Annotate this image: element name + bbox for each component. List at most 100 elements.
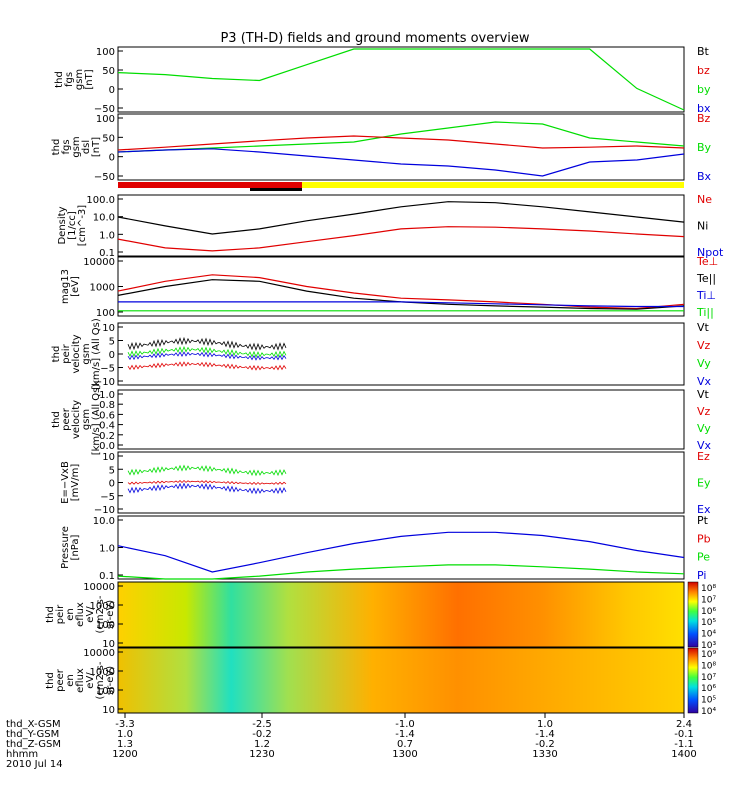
y-tick-label: 50	[102, 133, 115, 144]
y-tick-label: 0.1	[99, 571, 115, 582]
colorbar-label: 10⁴	[701, 630, 716, 640]
x-gsm-label: -1.0	[395, 719, 415, 730]
y-tick-label: 10	[102, 323, 115, 334]
series-line-Bz	[117, 135, 685, 151]
colorbar-label: 10⁹	[701, 650, 716, 660]
colorbar-label: 10⁴	[701, 707, 716, 717]
noise-trace	[127, 351, 287, 361]
y-axis-label: eV/	[85, 606, 96, 623]
panel-8: 10.0 1.0 0.1 Pressure [nPa] Pt Pb Pe Pi	[60, 514, 711, 582]
y-tick-label: −10	[94, 505, 115, 516]
y-axis-label: peer	[61, 407, 72, 431]
colorbar-label: 10⁸	[701, 661, 716, 671]
y-axis-label: [km/s] (All Qs)	[91, 318, 102, 390]
legend-Pi: Pi	[697, 569, 706, 582]
colorbar	[687, 581, 699, 648]
y-tick-label: 5	[109, 337, 115, 348]
panel-7: 10 5 0 −5 −10 E=−VxB [mV/m] Ez Ey Ex	[60, 450, 711, 516]
footer-row-label: hhmm	[6, 749, 38, 760]
legend-Ti||: Ti||	[696, 306, 714, 319]
y-tick-label: 10000	[83, 257, 115, 268]
y-tick-label: −5	[100, 492, 115, 503]
y-tick-label: −5	[100, 364, 115, 375]
panel-5: 10 5 0 −5 −10 thd peir velocity gsm [km/s] (All Q…	[51, 318, 712, 390]
y-axis-label: gsm	[81, 343, 92, 364]
legend-Vx: Vx	[697, 375, 712, 388]
z-gsm-label: 1.2	[254, 739, 270, 750]
noise-trace	[127, 464, 287, 477]
y-axis-label: fgs	[64, 72, 75, 87]
y-axis-label: Pressure	[60, 526, 71, 569]
y-tick-label: 100	[96, 308, 115, 319]
spectrogram-fill	[118, 582, 684, 647]
y-axis-label: gsm	[74, 69, 85, 90]
y-tick-label: 10	[102, 705, 115, 716]
y-tick-label: 10	[102, 452, 115, 463]
y-tick-label: 1.0	[99, 230, 115, 241]
colorbar-label: 10⁷	[701, 595, 716, 605]
y-axis-label: (cm2-s-	[95, 595, 106, 633]
y-axis-label: eflux	[75, 668, 86, 693]
y-tick-label: 0.6	[99, 410, 115, 421]
spectrogram-fill	[118, 648, 684, 713]
panel-frame	[117, 194, 685, 257]
legend-Ex: Ex	[697, 503, 711, 516]
legend-bz: bz	[697, 64, 710, 77]
quality-bar-yellow	[302, 182, 684, 188]
panel-frame	[117, 389, 685, 450]
time-tick-label: 1230	[249, 749, 274, 760]
legend-Ez: Ez	[697, 450, 710, 463]
legend-Pe: Pe	[697, 551, 710, 564]
series-line-Te||	[117, 279, 685, 310]
y-axis-label: [nT]	[91, 137, 102, 157]
y-gsm-label: 1.0	[117, 729, 133, 740]
y-gsm-label: -1.4	[395, 729, 415, 740]
time-tick-label: 1400	[671, 749, 696, 760]
y-axis-label: peir	[61, 343, 72, 363]
legend-Vz: Vz	[697, 405, 711, 418]
time-tick-label: 1200	[112, 749, 137, 760]
footer-row-label: 2010 Jul 14	[6, 759, 63, 770]
y-tick-label: 0	[109, 153, 115, 164]
y-axis-label: [eV]	[70, 276, 81, 297]
series-line-Pe	[117, 564, 685, 580]
panel-2: 100 50 0 −50 thd fgs gsm dsl [nT] Bz By Bx	[51, 112, 712, 183]
y-tick-label: −10	[94, 377, 115, 388]
legend-Ey: Ey	[697, 477, 711, 490]
y-axis-label: sr-eV)	[105, 666, 116, 695]
y-tick-label: 1000	[90, 283, 115, 294]
y-axis-label: [nPa]	[70, 534, 81, 560]
footer-row-label: thd_X-GSM	[6, 719, 61, 730]
panel-1: 100 50 0 −50 thd fgs gsm [nT] Bt bz by bx	[54, 45, 711, 115]
legend-Bx: Bx	[697, 170, 712, 183]
y-axis-label: E=−VxB	[60, 461, 71, 504]
x-gsm-label: -2.5	[252, 719, 272, 730]
legend-bx: bx	[697, 102, 711, 115]
legend-Vy: Vy	[697, 357, 711, 370]
series-line-Ni	[117, 201, 685, 235]
footer-row-label: thd_Z-GSM	[6, 739, 61, 750]
z-gsm-label: 1.3	[117, 739, 133, 750]
y-tick-label: 100.0	[86, 195, 115, 206]
y-axis-label: [cm^-3]	[77, 205, 88, 246]
y-axis-label: en	[65, 674, 76, 687]
legend-Npot: Npot	[697, 246, 724, 259]
y-tick-label: 1.0	[99, 544, 115, 555]
y-axis-label: thd	[45, 606, 56, 623]
panel-frame	[117, 113, 685, 181]
legend-by: by	[697, 83, 711, 96]
y-tick-label: 1.0	[99, 390, 115, 401]
y-axis-label: dsl	[81, 140, 92, 154]
y-gsm-label: -0.1	[674, 729, 694, 740]
panel-6: 1.00.80.60.40.20.0 thd peer velocity gsm [km/…	[51, 384, 712, 456]
panel-frame	[117, 581, 685, 648]
legend-Pb: Pb	[697, 532, 711, 545]
z-gsm-label: 0.7	[397, 739, 413, 750]
y-axis-label: sr-eV)	[105, 600, 116, 629]
figure-title: P3 (TH-D) fields and ground moments over…	[220, 31, 529, 46]
series-line-Ti⊥	[118, 301, 684, 308]
y-axis-label: [nT]	[84, 69, 95, 89]
y-tick-label: 0.8	[99, 400, 115, 411]
legend-Vy: Vy	[697, 422, 711, 435]
y-tick-label: 100	[96, 686, 115, 697]
